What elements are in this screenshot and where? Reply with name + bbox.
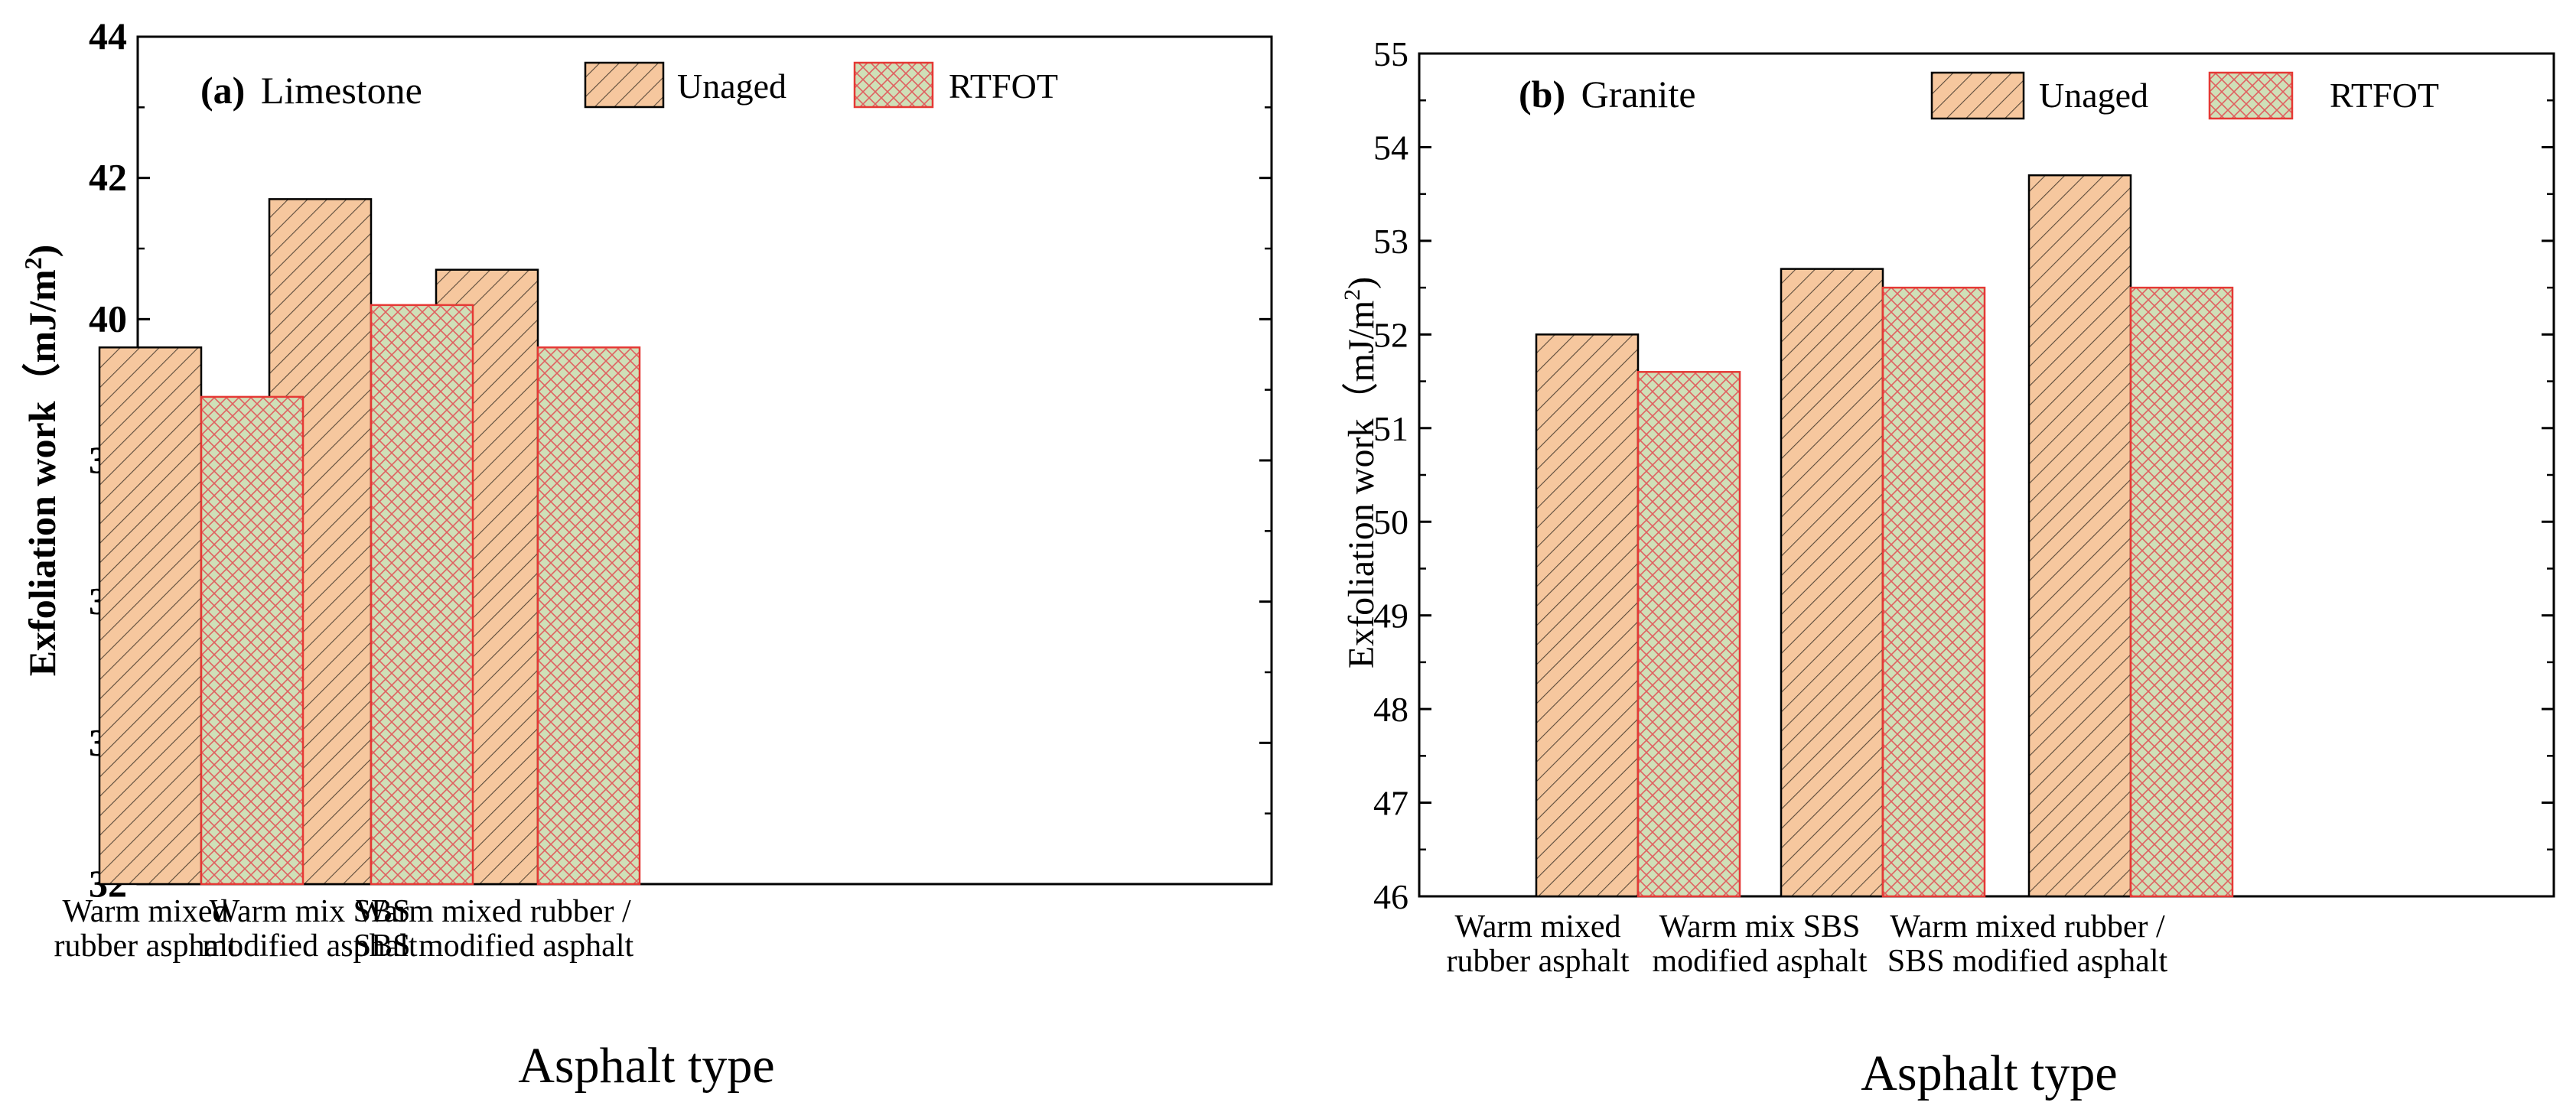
legend-swatch-unaged xyxy=(1930,71,2025,120)
y-tick-label: 48 xyxy=(1373,690,1408,729)
y-axis-label: Exfoliation work（mJ/m2) xyxy=(19,245,64,677)
legend-label-rtfot: RTFOT xyxy=(2330,76,2439,115)
x-category-label: rubber asphalt xyxy=(54,928,236,964)
y-tick-label: 42 xyxy=(89,156,127,199)
x-category-label: SBS modified asphalt xyxy=(353,928,634,964)
y-tick-label: 40 xyxy=(89,297,127,340)
y-tick-label: 52 xyxy=(1373,315,1408,354)
bar-rtfot xyxy=(2129,286,2234,898)
panel-label: (a) xyxy=(200,69,245,112)
x-category-label: modified asphalt xyxy=(1652,944,1867,979)
y-axis-label-end: ) xyxy=(21,245,64,258)
bar-rtfot xyxy=(536,346,641,886)
y-tick-label: 50 xyxy=(1373,502,1408,541)
legend-label-unaged: Unaged xyxy=(2039,76,2148,115)
y-tick-label: 49 xyxy=(1373,597,1408,636)
bar-rtfot xyxy=(200,395,304,886)
x-category-label: Warm mixed rubber / xyxy=(1890,909,2165,945)
panel-label: (b) xyxy=(1519,73,1565,115)
x-axis-label: Asphalt type xyxy=(1861,1045,2117,1101)
y-axis-label: Exfoliation work（mJ/m2) xyxy=(1340,277,1382,668)
x-category-label: Warm mixed rubber / xyxy=(356,894,631,929)
y-tick-label: 44 xyxy=(89,15,127,57)
legend-label-unaged: Unaged xyxy=(677,67,786,106)
bar-rtfot xyxy=(370,304,474,886)
y-tick-label: 46 xyxy=(1373,877,1408,916)
bar-unaged xyxy=(2027,174,2132,898)
y-tick-label: 55 xyxy=(1373,34,1408,73)
legend: Unaged RTFOT xyxy=(1930,71,2439,120)
legend-label-rtfot: RTFOT xyxy=(949,67,1058,106)
y-axis: 46 47 48 49 50 51 52 53 54 55 xyxy=(1373,34,2554,916)
y-tick-label: 47 xyxy=(1373,784,1408,823)
panel-name: Limestone xyxy=(261,69,422,112)
bar-rtfot xyxy=(1881,286,1986,898)
x-category-label: SBS modified asphalt xyxy=(1887,944,2168,979)
x-category-label: Warm mix SBS xyxy=(210,894,411,929)
x-category-label: modified asphalt xyxy=(202,928,417,964)
x-category-label: rubber asphalt xyxy=(1446,944,1629,979)
panel-name: Granite xyxy=(1581,73,1696,115)
y-axis-label-sup: 2 xyxy=(19,257,47,269)
legend-swatch-rtfot xyxy=(2208,71,2294,120)
y-axis-label-end: ) xyxy=(1341,277,1382,289)
y-axis-label-text: Exfoliation work（mJ/m xyxy=(21,269,64,676)
x-axis-label: Asphalt type xyxy=(518,1038,774,1094)
bar-unaged xyxy=(1535,333,1640,898)
y-tick-label: 53 xyxy=(1373,222,1408,261)
bars xyxy=(98,198,641,886)
x-category-label: Warm mixed xyxy=(62,894,228,929)
panel-title: (b) Granite xyxy=(1519,73,1696,115)
y-axis-label-text: Exfoliation work（mJ/m xyxy=(1341,301,1382,668)
y-tick-label: 51 xyxy=(1373,409,1408,448)
x-category-label: Warm mixed xyxy=(1454,909,1620,945)
panel-title: (a) Limestone xyxy=(200,69,422,112)
bar-rtfot xyxy=(1636,371,1741,898)
y-axis-label-sup: 2 xyxy=(1340,289,1365,301)
x-category-label: Warm mix SBS xyxy=(1659,909,1861,945)
legend-swatch-rtfot xyxy=(853,61,934,109)
legend-swatch-unaged xyxy=(584,61,665,109)
y-tick-label: 54 xyxy=(1373,128,1408,167)
bar-unaged xyxy=(1780,268,1884,898)
bars xyxy=(1535,174,2234,898)
legend: Unaged RTFOT xyxy=(584,61,1058,109)
bar-unaged xyxy=(98,346,203,886)
